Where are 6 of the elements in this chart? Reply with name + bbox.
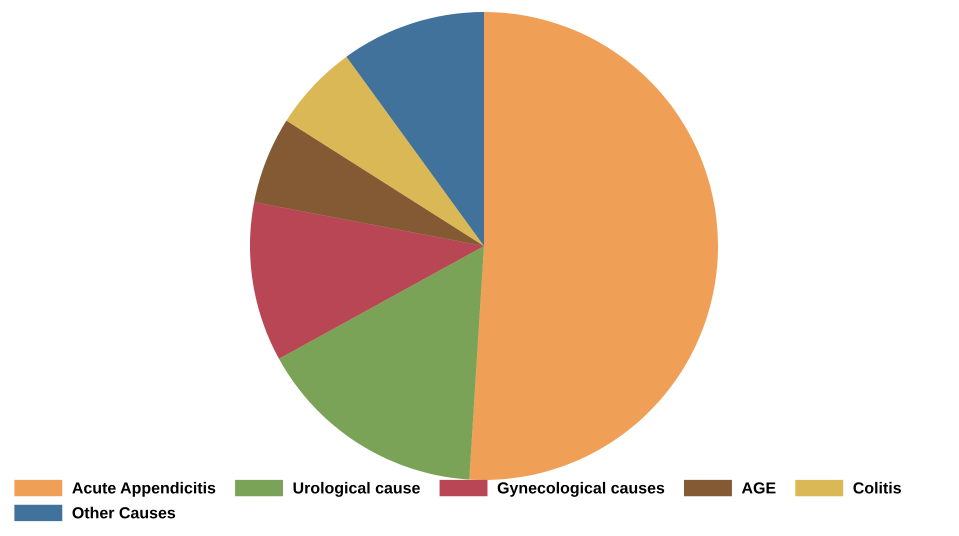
legend-label: Other Causes [72,506,176,518]
legend-label: Colitis [853,482,901,494]
legend-label: Gynecological causes [498,482,664,497]
legend-label: AGE [742,482,776,494]
legend-label: Urological cause [294,482,420,497]
legend-label: Acute Appendicitis [72,482,216,497]
